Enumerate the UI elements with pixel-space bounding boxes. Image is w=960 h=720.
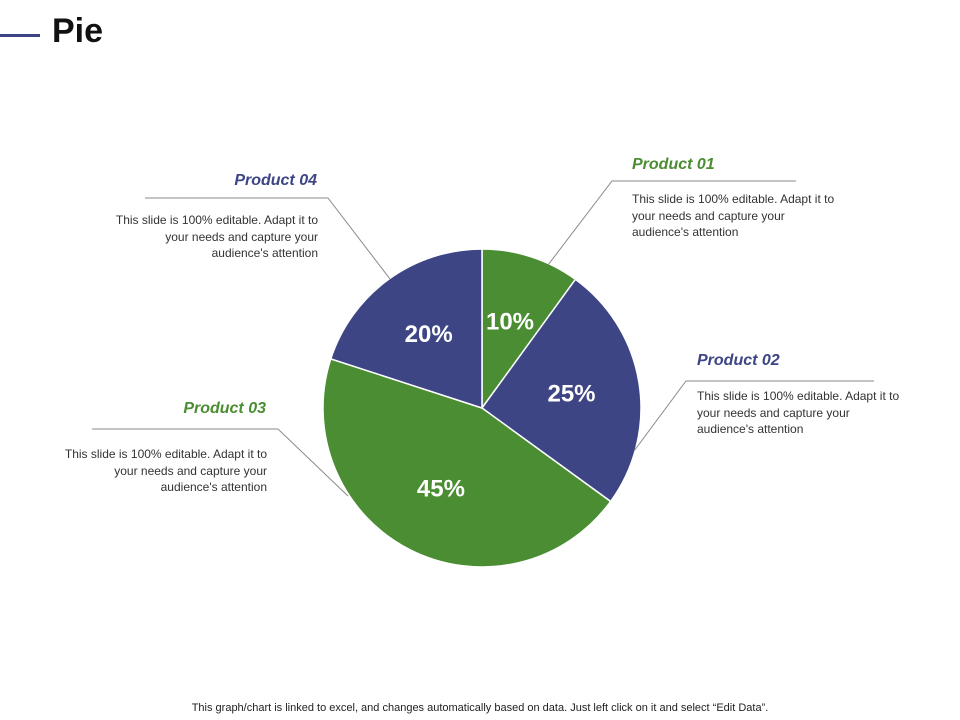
footer-note: This graph/chart is linked to excel, and… [191,702,769,714]
pie-slice-product-03[interactable] [322,357,612,568]
leader-line-product-01 [547,180,796,266]
leader-line-product-02 [633,380,874,452]
callout-text-product-02: This slide is 100% editable. Adapt it to… [697,389,900,436]
callout-title-product-02: Product 02 [697,352,780,369]
page-title: Pie [52,12,104,50]
leader-line-product-03 [92,428,349,497]
callout-title-product-03: Product 03 [183,400,266,417]
title-accent-bar [0,34,40,37]
pie-slice-product-01[interactable] [481,248,577,411]
pie-slice-label-product-03: 45% [417,475,465,502]
callout-title-product-01: Product 01 [632,156,715,173]
pie-slice-product-02[interactable] [480,278,642,503]
pie-slice-label-product-01: 10% [486,308,534,335]
pie-slice-labels: 10% 25% 45% 20% [405,308,596,502]
callout-title-product-04: Product 04 [234,172,317,189]
pie-slice-product-04[interactable] [329,248,483,410]
pie-slice-label-product-02: 25% [547,380,595,407]
callout-text-product-01: This slide is 100% editable. Adapt it to… [632,192,835,239]
callout-text-product-03: This slide is 100% editable. Adapt it to… [64,447,267,494]
callout-text-product-04: This slide is 100% editable. Adapt it to… [115,213,318,260]
callout-leader-lines [92,180,874,497]
pie-slices [322,248,642,568]
leader-line-product-04 [145,197,391,280]
pie-slice-label-product-04: 20% [405,321,453,348]
